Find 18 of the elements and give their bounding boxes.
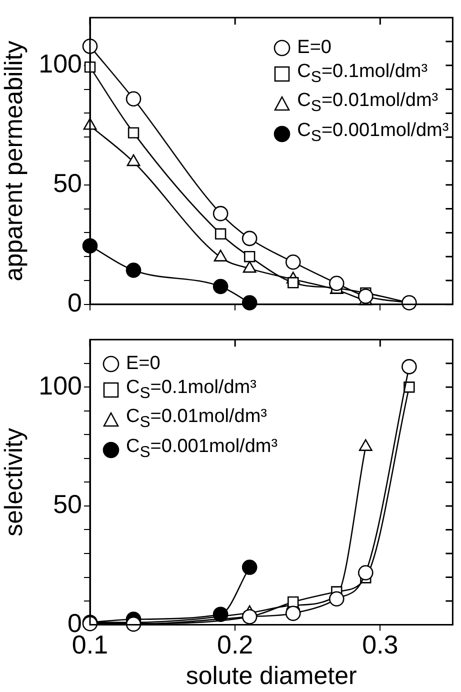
legend-label: C$_{S}$=0.1mol/dm³	[126, 376, 256, 404]
legend-label: C$_{S}$=0.01mol/dm³	[126, 405, 267, 434]
legend-label: C$_{S}$=0.1mol/dm³	[297, 60, 428, 88]
y-axis-title: selectivity	[0, 428, 28, 536]
y-tick-label: 50	[53, 168, 82, 198]
x-tick-label: 0.2	[217, 630, 254, 660]
legend-label: C$_{S}$=0.001mol/dm³	[126, 435, 278, 463]
y-tick-label: 0	[68, 288, 82, 318]
legend-label: E=0	[297, 36, 332, 60]
legend-label: C$_{S}$=0.01mol/dm³	[297, 89, 438, 118]
y-tick-label: 100	[38, 370, 82, 400]
x-axis-title: solute diameter	[186, 662, 357, 690]
y-axis-title: apparent permeability	[0, 40, 28, 282]
legend-label: C$_{S}$=0.001mol/dm³	[297, 119, 449, 147]
legend-label: E=0	[126, 352, 160, 376]
x-tick-label: 0.3	[362, 630, 398, 660]
y-tick-label: 50	[53, 489, 82, 520]
y-tick-label: 100	[38, 48, 82, 79]
